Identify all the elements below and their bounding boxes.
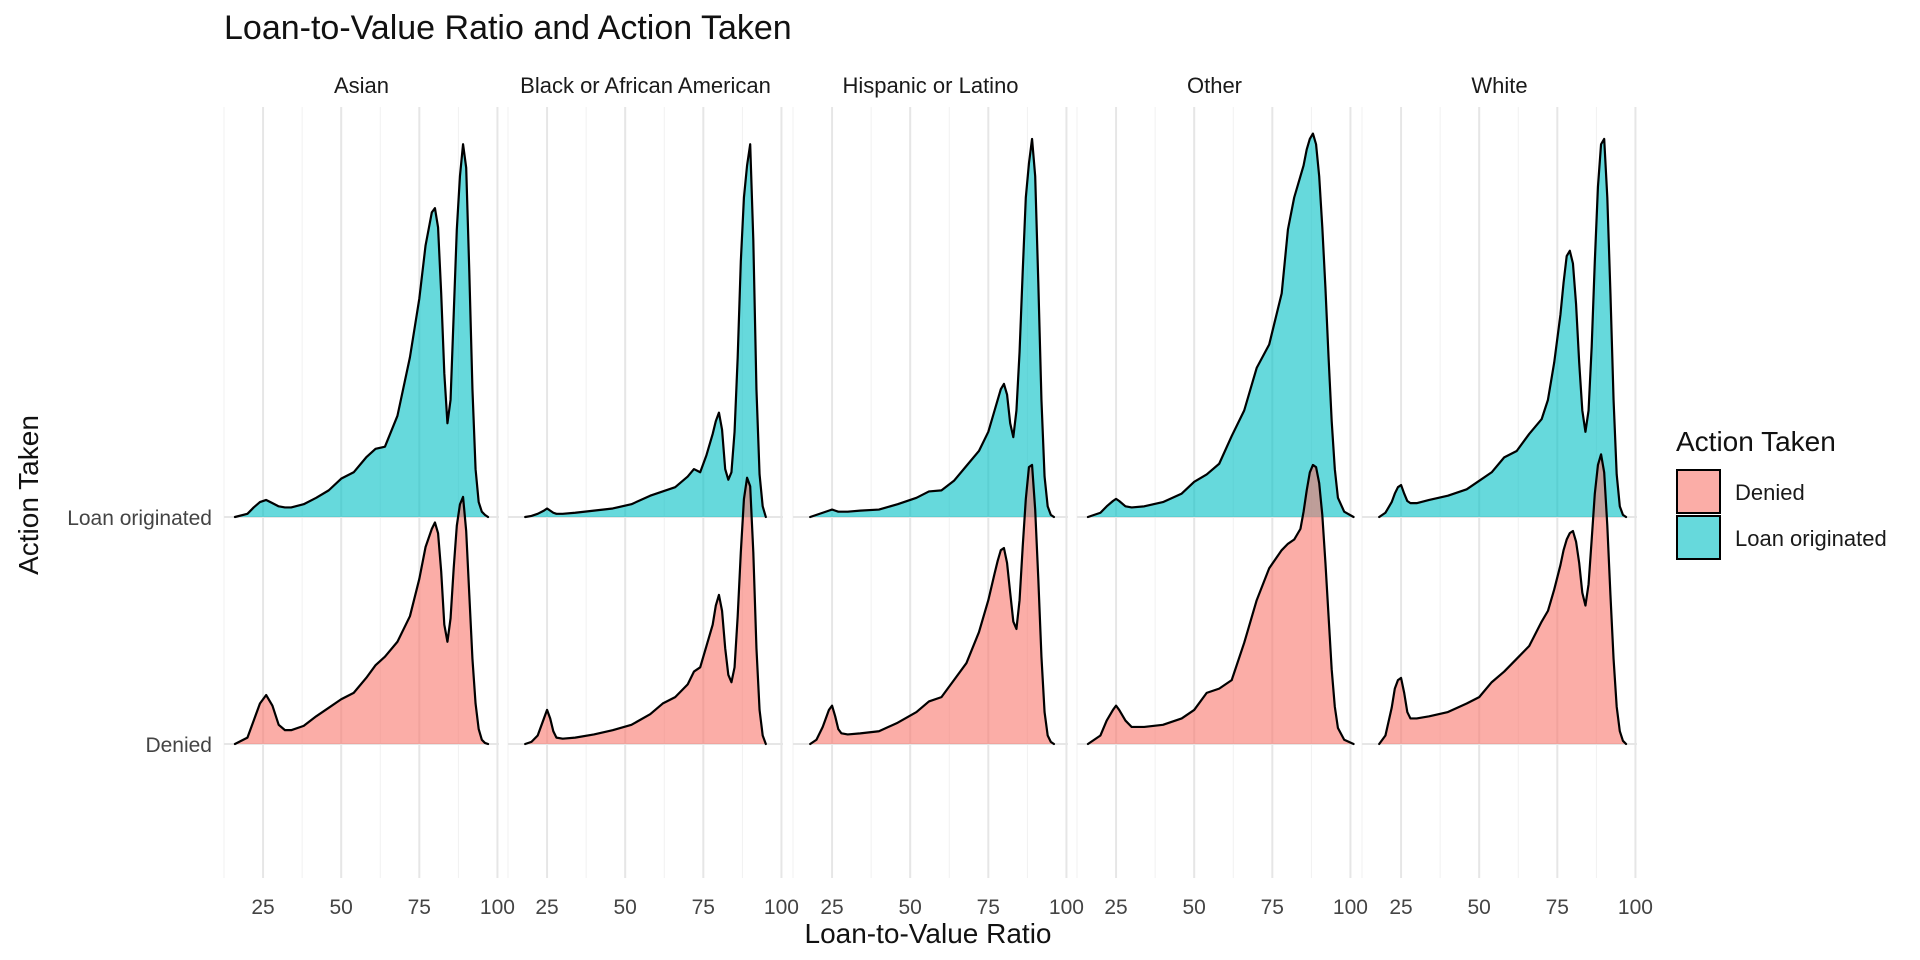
x-tick-label-black-or-african-american-100: 100 [764, 896, 799, 919]
ridge-area-asian-denied [234, 496, 489, 744]
x-tick-label-black-or-african-american-75: 75 [692, 896, 715, 919]
ridge-line-white-denied [1378, 453, 1628, 746]
ridge-area-black-or-african-american-loan-originated [525, 144, 766, 517]
x-tick-label-other-75: 75 [1261, 896, 1284, 919]
x-tick-label-other-25: 25 [1104, 896, 1127, 919]
ridge-line-hispanic-or-latino-denied [809, 463, 1056, 746]
ridge-line-hispanic-or-latino-loan-originated [809, 137, 1056, 519]
ridge-line-black-or-african-american-loan-originated [524, 143, 767, 519]
x-tick-layer: 25 50 75 100 25 50 75 100 25 50 75 100 25 50 75 100 25 50… [251, 896, 1653, 919]
facet-label-asian: Asian [334, 73, 389, 98]
x-tick-label-hispanic-or-latino-50: 50 [899, 896, 922, 919]
legend: Action Taken Denied Loan originated [1676, 426, 1887, 560]
y-axis-title: Action Taken [13, 415, 44, 575]
ridge-area-white-loan-originated [1379, 138, 1627, 517]
legend-swatch-loan-originated [1676, 515, 1721, 560]
y-tick-label-loan-originated: Loan originated [67, 507, 212, 530]
ridge-area-other-loan-originated [1087, 133, 1354, 517]
x-tick-label-hispanic-or-latino-75: 75 [977, 896, 1000, 919]
legend-swatch-denied [1676, 469, 1721, 514]
facet-strip-layer: Asian Black or African American Hispanic o… [334, 73, 1528, 98]
ridge-line-other-denied [1086, 463, 1355, 746]
ridge-line-other-loan-originated [1086, 132, 1355, 519]
ridge-area-white-denied [1379, 454, 1627, 744]
facet-label-black-or-african-american: Black or African American [520, 73, 771, 98]
x-tick-label-white-50: 50 [1468, 896, 1491, 919]
ridge-layer [233, 132, 1628, 746]
x-tick-label-black-or-african-american-50: 50 [614, 896, 637, 919]
ridge-line-asian-denied [233, 495, 490, 746]
facet-label-hispanic-or-latino: Hispanic or Latino [842, 73, 1018, 98]
x-tick-label-white-25: 25 [1389, 896, 1412, 919]
chart-title: Loan-to-Value Ratio and Action Taken [224, 9, 792, 47]
y-tick-label-denied: Denied [145, 734, 212, 757]
x-tick-label-other-50: 50 [1183, 896, 1206, 919]
x-tick-label-asian-50: 50 [330, 896, 353, 919]
ridge-line-white-loan-originated [1378, 137, 1628, 519]
x-tick-label-asian-75: 75 [408, 896, 431, 919]
x-tick-label-other-100: 100 [1333, 896, 1368, 919]
x-tick-label-hispanic-or-latino-100: 100 [1049, 896, 1084, 919]
legend-label-denied: Denied [1735, 480, 1805, 505]
x-axis-title: Loan-to-Value Ratio [805, 918, 1052, 949]
ridge-area-hispanic-or-latino-loan-originated [810, 138, 1054, 517]
facet-label-white: White [1471, 73, 1527, 98]
ridge-area-other-denied [1087, 464, 1354, 744]
facet-label-other: Other [1187, 73, 1242, 98]
y-tick-layer: Denied Loan originated [67, 507, 212, 757]
x-tick-label-asian-100: 100 [480, 896, 515, 919]
legend-title: Action Taken [1676, 426, 1836, 457]
x-tick-label-hispanic-or-latino-25: 25 [820, 896, 843, 919]
ridge-area-black-or-african-american-denied [525, 477, 766, 744]
ridge-area-asian-loan-originated [234, 144, 489, 517]
ridge-area-hispanic-or-latino-denied [810, 464, 1054, 744]
x-tick-label-black-or-african-american-25: 25 [535, 896, 558, 919]
x-tick-label-asian-25: 25 [251, 896, 274, 919]
x-tick-label-white-75: 75 [1546, 896, 1569, 919]
legend-label-loan-originated: Loan originated [1735, 526, 1887, 551]
x-tick-label-white-100: 100 [1618, 896, 1653, 919]
ridge-line-black-or-african-american-denied [524, 476, 767, 746]
ridge-line-asian-loan-originated [233, 143, 490, 519]
